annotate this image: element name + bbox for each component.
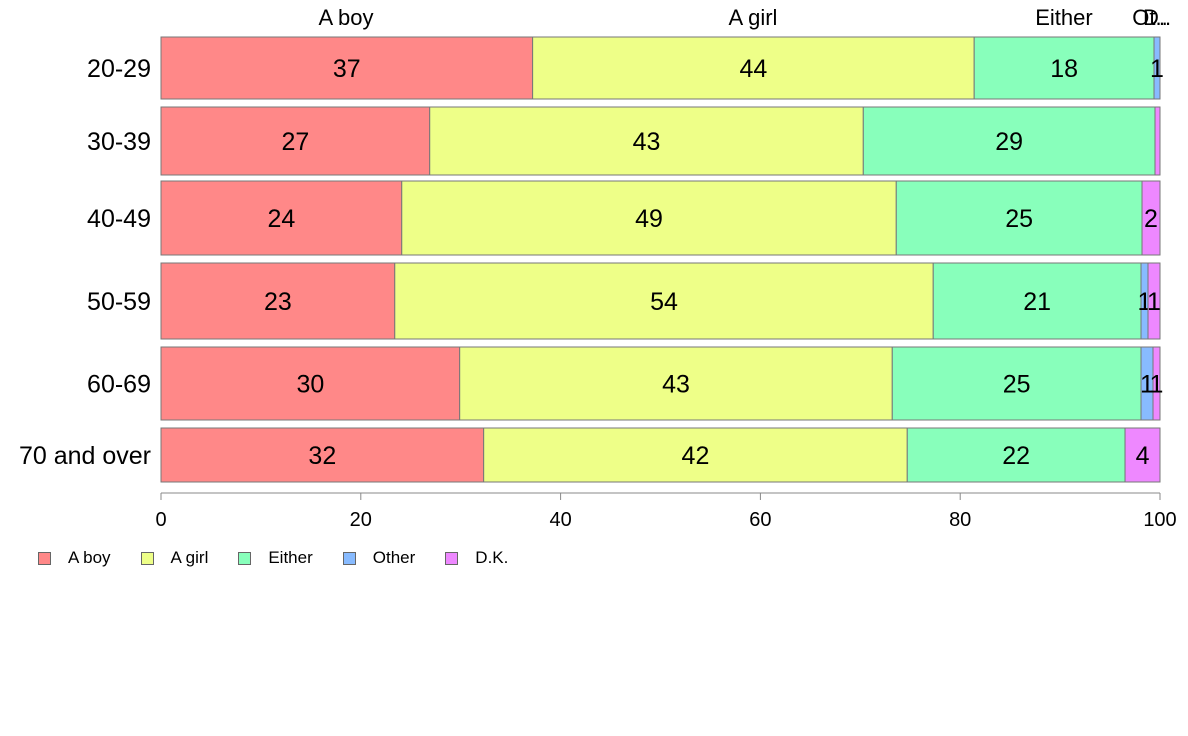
bar-segment <box>160 427 485 483</box>
data-label: 18 <box>1050 55 1078 83</box>
x-tick-label: 0 <box>155 509 166 531</box>
bar-segment <box>1124 427 1161 483</box>
legend-label: A boy <box>68 548 111 567</box>
x-tick-label: 40 <box>549 509 571 531</box>
series-top-label: Either <box>1035 5 1092 30</box>
bar-segment <box>1154 106 1161 176</box>
data-label: 25 <box>1005 205 1033 233</box>
bar-segment <box>160 180 403 256</box>
data-label: 37 <box>333 55 361 83</box>
bar-segment <box>895 180 1143 256</box>
x-tick-label: 20 <box>350 509 372 531</box>
bar-segment <box>401 180 897 256</box>
bar-segment <box>891 346 1142 421</box>
category-label: 20-29 <box>87 55 151 83</box>
legend-label: A girl <box>170 548 209 567</box>
data-label: 29 <box>995 128 1023 156</box>
data-label: 1 <box>1150 55 1164 83</box>
bar-segment <box>1152 346 1161 421</box>
bar-segment <box>459 346 893 421</box>
category-label: 40-49 <box>87 205 151 233</box>
x-tick-label: 80 <box>949 509 971 531</box>
category-label: 60-69 <box>87 371 151 399</box>
legend-swatch <box>140 551 154 565</box>
data-label: 22 <box>1002 442 1030 470</box>
bar-segment <box>1141 180 1161 256</box>
legend-label: Other <box>372 548 416 567</box>
legend-swatch <box>238 551 252 565</box>
x-tick-label: 60 <box>749 509 771 531</box>
data-label: 2 <box>1144 205 1158 233</box>
x-tick-label: 100 <box>1143 509 1176 531</box>
bar-segment <box>532 36 975 100</box>
data-label: 43 <box>662 371 690 399</box>
bar-segment <box>429 106 864 176</box>
data-label: 54 <box>650 288 678 316</box>
bar-segment <box>160 106 431 176</box>
data-label: 1 <box>1147 288 1161 316</box>
legend-item: A girl <box>140 548 209 568</box>
bar-segment <box>160 36 534 100</box>
data-label: 49 <box>635 205 663 233</box>
data-label: 1 <box>1150 371 1164 399</box>
bar-segment <box>932 262 1142 340</box>
legend: A boy A girl Either Other D.K. <box>38 548 538 568</box>
data-label: 23 <box>264 288 292 316</box>
bar-segment <box>973 36 1155 100</box>
bar-segment <box>1147 262 1161 340</box>
bar-segment <box>1153 36 1161 100</box>
legend-item: Other <box>342 548 416 568</box>
bar-segment <box>160 346 461 421</box>
data-label: 42 <box>682 442 710 470</box>
data-label: 21 <box>1023 288 1051 316</box>
data-label: 25 <box>1003 371 1031 399</box>
category-label: 30-39 <box>87 128 151 156</box>
data-label: 4 <box>1136 442 1150 470</box>
category-label: 50-59 <box>87 288 151 316</box>
data-label: 32 <box>308 442 336 470</box>
data-label: 1 <box>1140 371 1154 399</box>
data-label: 24 <box>267 205 295 233</box>
legend-item: Either <box>238 548 313 568</box>
data-label: 44 <box>740 55 768 83</box>
series-top-label: A girl <box>729 5 778 30</box>
legend-swatch <box>38 551 51 565</box>
series-top-label: Ot.. <box>1132 5 1167 30</box>
legend-label: Either <box>268 548 313 567</box>
legend-item: D.K. <box>445 548 508 568</box>
legend-swatch <box>445 551 459 565</box>
data-label: 43 <box>633 128 661 156</box>
category-label: 70 and over <box>19 442 151 470</box>
data-label: 27 <box>281 128 309 156</box>
data-label: 30 <box>296 371 324 399</box>
legend-item: A boy <box>38 548 111 568</box>
bar-segment <box>862 106 1156 176</box>
bar-segment <box>160 262 396 340</box>
series-top-label: D.. <box>1143 5 1171 30</box>
bar-segment <box>394 262 934 340</box>
legend-label: D.K. <box>475 548 509 567</box>
series-top-label: A boy <box>318 5 373 30</box>
legend-swatch <box>342 551 356 565</box>
